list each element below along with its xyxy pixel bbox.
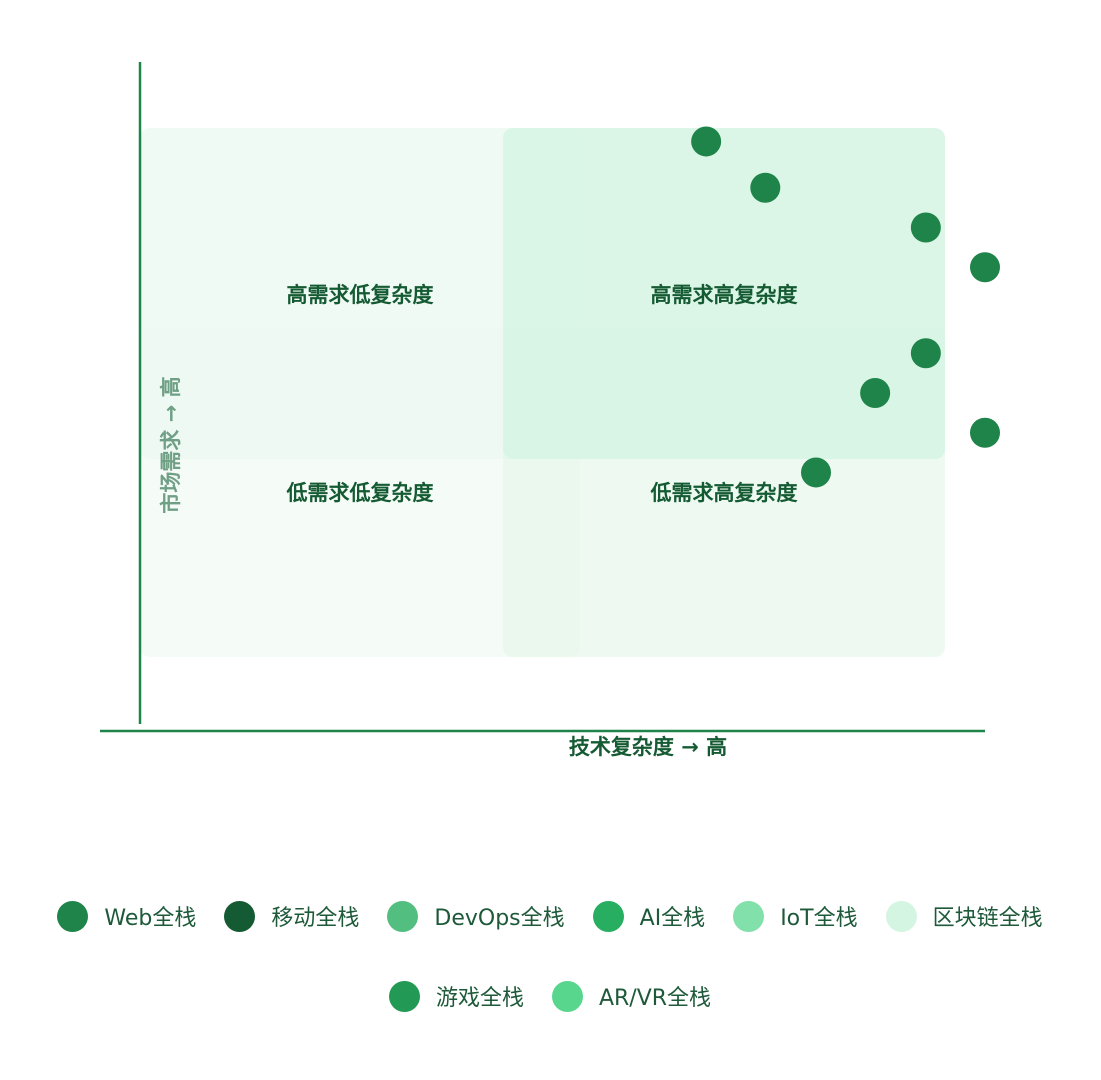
quadrant-label: 高需求高复杂度 [651,283,798,307]
x-axis-label: 技术复杂度 → 高 [569,735,727,759]
legend-swatch [592,900,624,932]
y-axis-label: 市场需求 → 高 [159,376,183,513]
legend-label: Web全栈 [104,906,197,931]
point [910,338,941,369]
quadrant-label: 低需求低复杂度 [286,481,434,505]
legend-item[interactable]: AR/VR全栈 [551,980,712,1012]
legend-label: AR/VR全栈 [598,986,712,1011]
legend-swatch [551,980,583,1012]
legend-item[interactable]: 区块链全栈 [885,900,1043,932]
legend-swatch [733,900,765,932]
legend: Web全栈 移动全栈 DevOps全栈 AI全栈 IoT全栈 区块链全栈游戏全栈 AR/VR… [20,900,1080,1012]
quadrant-label: 低需求高复杂度 [650,481,798,505]
legend-label: DevOps全栈 [434,906,565,931]
legend-swatch [885,900,917,932]
chart: 高需求低复杂度 高需求高复杂度 低需求低复杂度 低需求高复杂度 技术复杂度 → … [100,62,1000,759]
point [910,212,941,243]
point [691,126,722,157]
point [750,172,781,203]
legend-swatch [57,900,89,932]
legend-label: IoT全栈 [780,906,858,931]
legend-item[interactable]: 游戏全栈 [388,980,524,1012]
point [801,457,831,488]
point [970,417,1000,448]
legend-item[interactable]: AI全栈 [592,900,706,932]
legend-label: 区块链全栈 [932,906,1043,931]
legend-label: 游戏全栈 [435,986,524,1011]
quadrant-label: 高需求低复杂度 [287,283,434,307]
legend-label: AI全栈 [639,906,706,931]
legend-swatch [224,900,256,932]
legend-item[interactable]: Web全栈 [57,900,196,932]
legend-label: 移动全栈 [271,906,360,931]
legend-swatch [387,900,419,932]
quadrant-bg [503,128,945,459]
point [970,252,1000,283]
quadrant-bg [140,327,580,657]
legend-swatch [388,980,420,1012]
legend-item[interactable]: 移动全栈 [224,900,359,932]
point [860,378,891,408]
legend-item[interactable]: IoT全栈 [733,900,858,932]
legend-item[interactable]: DevOps全栈 [387,900,565,932]
